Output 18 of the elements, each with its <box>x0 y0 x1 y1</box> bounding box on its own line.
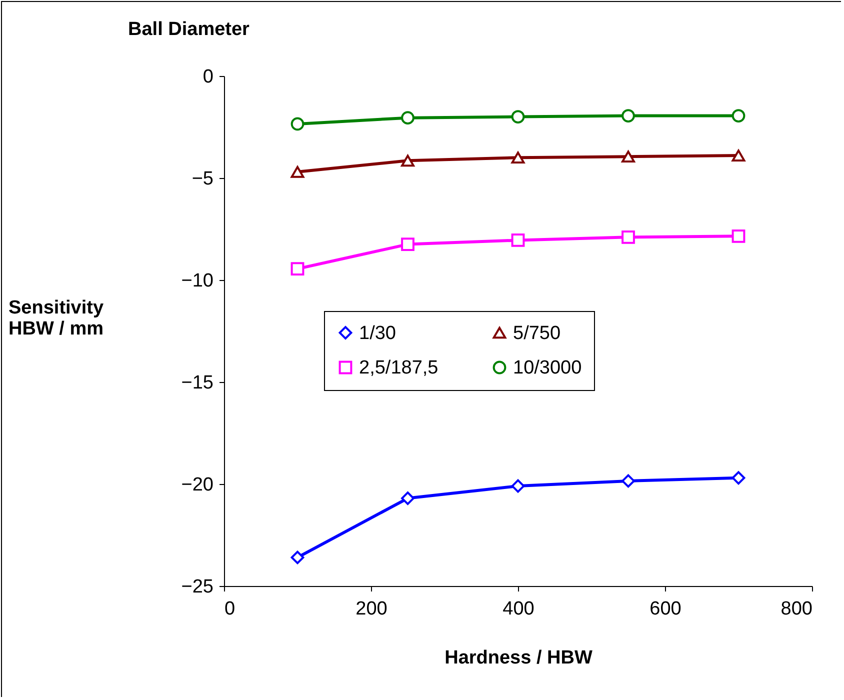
x-tick-label: 400 <box>502 598 534 620</box>
x-axis-title: Hardness / HBW <box>444 648 592 668</box>
y-tick-label: −5 <box>192 168 214 190</box>
legend-label: 1/30 <box>359 322 396 344</box>
legend-label: 5/750 <box>513 322 561 344</box>
chart-title: Ball Diameter <box>128 19 250 40</box>
x-tick-label: 600 <box>650 598 682 620</box>
y-axis-title: Sensitivity HBW / mm <box>8 298 104 340</box>
x-tick-label: 200 <box>356 598 388 620</box>
y-tick-label: 0 <box>202 66 214 88</box>
legend-label: 10/3000 <box>513 358 582 378</box>
y-tick-label: −20 <box>181 474 214 496</box>
y-tick-label: −10 <box>181 270 214 292</box>
x-tick-label: 800 <box>780 598 812 620</box>
y-tick-label: −15 <box>181 372 214 394</box>
x-tick-label: 0 <box>224 598 236 620</box>
legend-label: 2,5/187,5 <box>359 358 438 378</box>
y-tick-label: −25 <box>181 576 214 598</box>
